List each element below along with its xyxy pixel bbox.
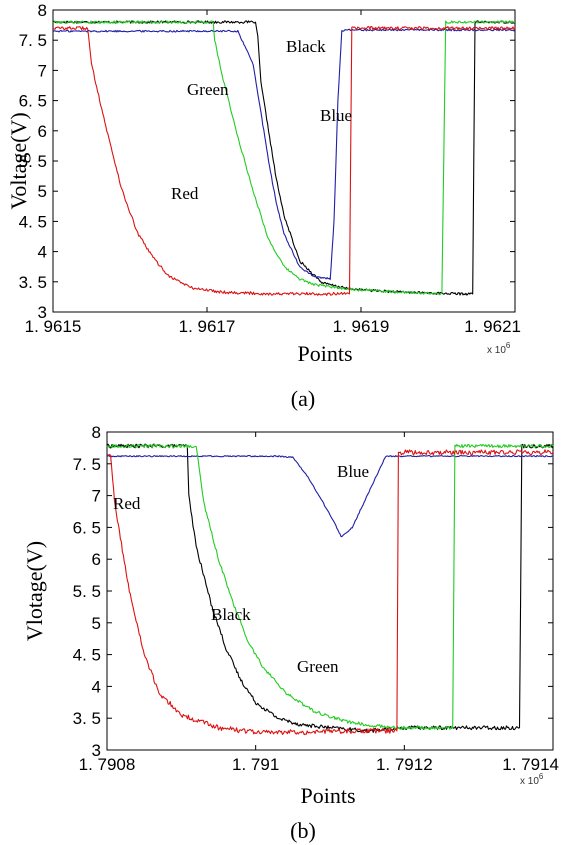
chart-b-series xyxy=(106,443,554,736)
y-tick-label: 6 xyxy=(38,122,47,141)
chart-b-y-ticks: 3 3. 5 4 4. 5 5 5. 5 6 6. 5 7 7. 5 8 xyxy=(73,423,553,760)
series-line-red xyxy=(106,449,554,736)
series-line-green xyxy=(106,443,554,730)
series-line-black xyxy=(106,443,554,733)
x-tick-label: 1. 9619 xyxy=(333,317,390,336)
y-tick-label: 5 xyxy=(92,614,101,633)
x-tick-label: 1. 791 xyxy=(232,755,279,774)
y-tick-label: 7. 5 xyxy=(19,31,47,50)
y-tick-label: 6. 5 xyxy=(19,92,47,111)
x-tick-label: 1. 7912 xyxy=(376,755,433,774)
chart-a: 33. 544. 555. 566. 577. 58 1. 9615 1. 961… xyxy=(6,1,521,411)
chart-b-y-axis-label: Vlotage(V) xyxy=(22,541,47,641)
chart-a-y-axis-label: Voltage(V) xyxy=(6,112,31,209)
chart-a-x-ticks: 1. 9615 1. 9617 1. 9619 1. 9621 xyxy=(25,10,521,336)
x-tick-label: 1. 7908 xyxy=(79,755,136,774)
chart-a-series xyxy=(52,20,516,296)
x-tick-label: 1. 9617 xyxy=(179,317,236,336)
chart-a-plot-area xyxy=(52,9,516,313)
x-tick-label: 1. 9615 xyxy=(25,317,82,336)
chart-b-annotation-green: Green xyxy=(297,657,339,676)
chart-a-caption: (a) xyxy=(291,386,315,411)
chart-a-annotation-blue: Blue xyxy=(320,106,352,125)
y-tick-label: 8 xyxy=(92,423,101,442)
chart-b: 3 3. 5 4 4. 5 5 5. 5 6 6. 5 7 7. 5 8 1. 7908 1. 791… xyxy=(22,423,559,843)
chart-b-x-multiplier: x 106 xyxy=(520,772,544,787)
series-line-blue xyxy=(106,454,554,538)
series-line-green xyxy=(52,20,516,296)
y-tick-label: 4. 5 xyxy=(73,646,101,665)
x-tick-label: 1. 7914 xyxy=(502,755,559,774)
chart-b-annotation-blue: Blue xyxy=(337,462,369,481)
chart-a-annotation-green: Green xyxy=(187,80,229,99)
x-tick-label: 1. 9621 xyxy=(464,317,521,336)
y-tick-label: 4 xyxy=(92,677,101,696)
chart-b-annotation-black: Black xyxy=(211,605,251,624)
y-tick-label: 5. 5 xyxy=(19,152,47,171)
chart-b-x-ticks: 1. 7908 1. 791 1. 7912 1. 7914 xyxy=(79,432,559,774)
chart-b-annotation-red: Red xyxy=(113,494,141,513)
y-tick-label: 7 xyxy=(92,487,101,506)
y-tick-label: 6 xyxy=(92,550,101,569)
y-tick-label: 3. 5 xyxy=(73,709,101,728)
series-line-blue xyxy=(52,28,516,281)
chart-b-plot-area xyxy=(106,431,554,751)
chart-a-annotation-red: Red xyxy=(171,184,199,203)
chart-b-caption: (b) xyxy=(290,818,316,843)
chart-a-y-ticks: 3 3. 5 4 4. 5 5 5. 5 6 6. 5 7 7. 5 8 xyxy=(19,1,515,322)
y-tick-label: 3 xyxy=(38,303,47,322)
y-tick-label: 8 xyxy=(38,1,47,20)
series-line-red xyxy=(52,26,516,296)
y-tick-label: 3 xyxy=(92,741,101,760)
chart-a-annotation-black: Black xyxy=(286,37,326,56)
y-tick-label: 4. 5 xyxy=(19,212,47,231)
y-tick-label: 6. 5 xyxy=(73,518,101,537)
y-tick-label: 7. 5 xyxy=(73,455,101,474)
y-tick-label: 5 xyxy=(38,182,47,201)
y-tick-label: 4 xyxy=(38,243,47,262)
chart-b-x-axis-label: Points xyxy=(300,783,355,808)
chart-a-x-multiplier: x 106 xyxy=(487,341,511,356)
chart-a-x-axis-label: Points xyxy=(297,341,352,366)
y-tick-label: 5. 5 xyxy=(73,582,101,601)
y-tick-label: 3. 5 xyxy=(19,273,47,292)
y-tick-label: 7 xyxy=(38,61,47,80)
